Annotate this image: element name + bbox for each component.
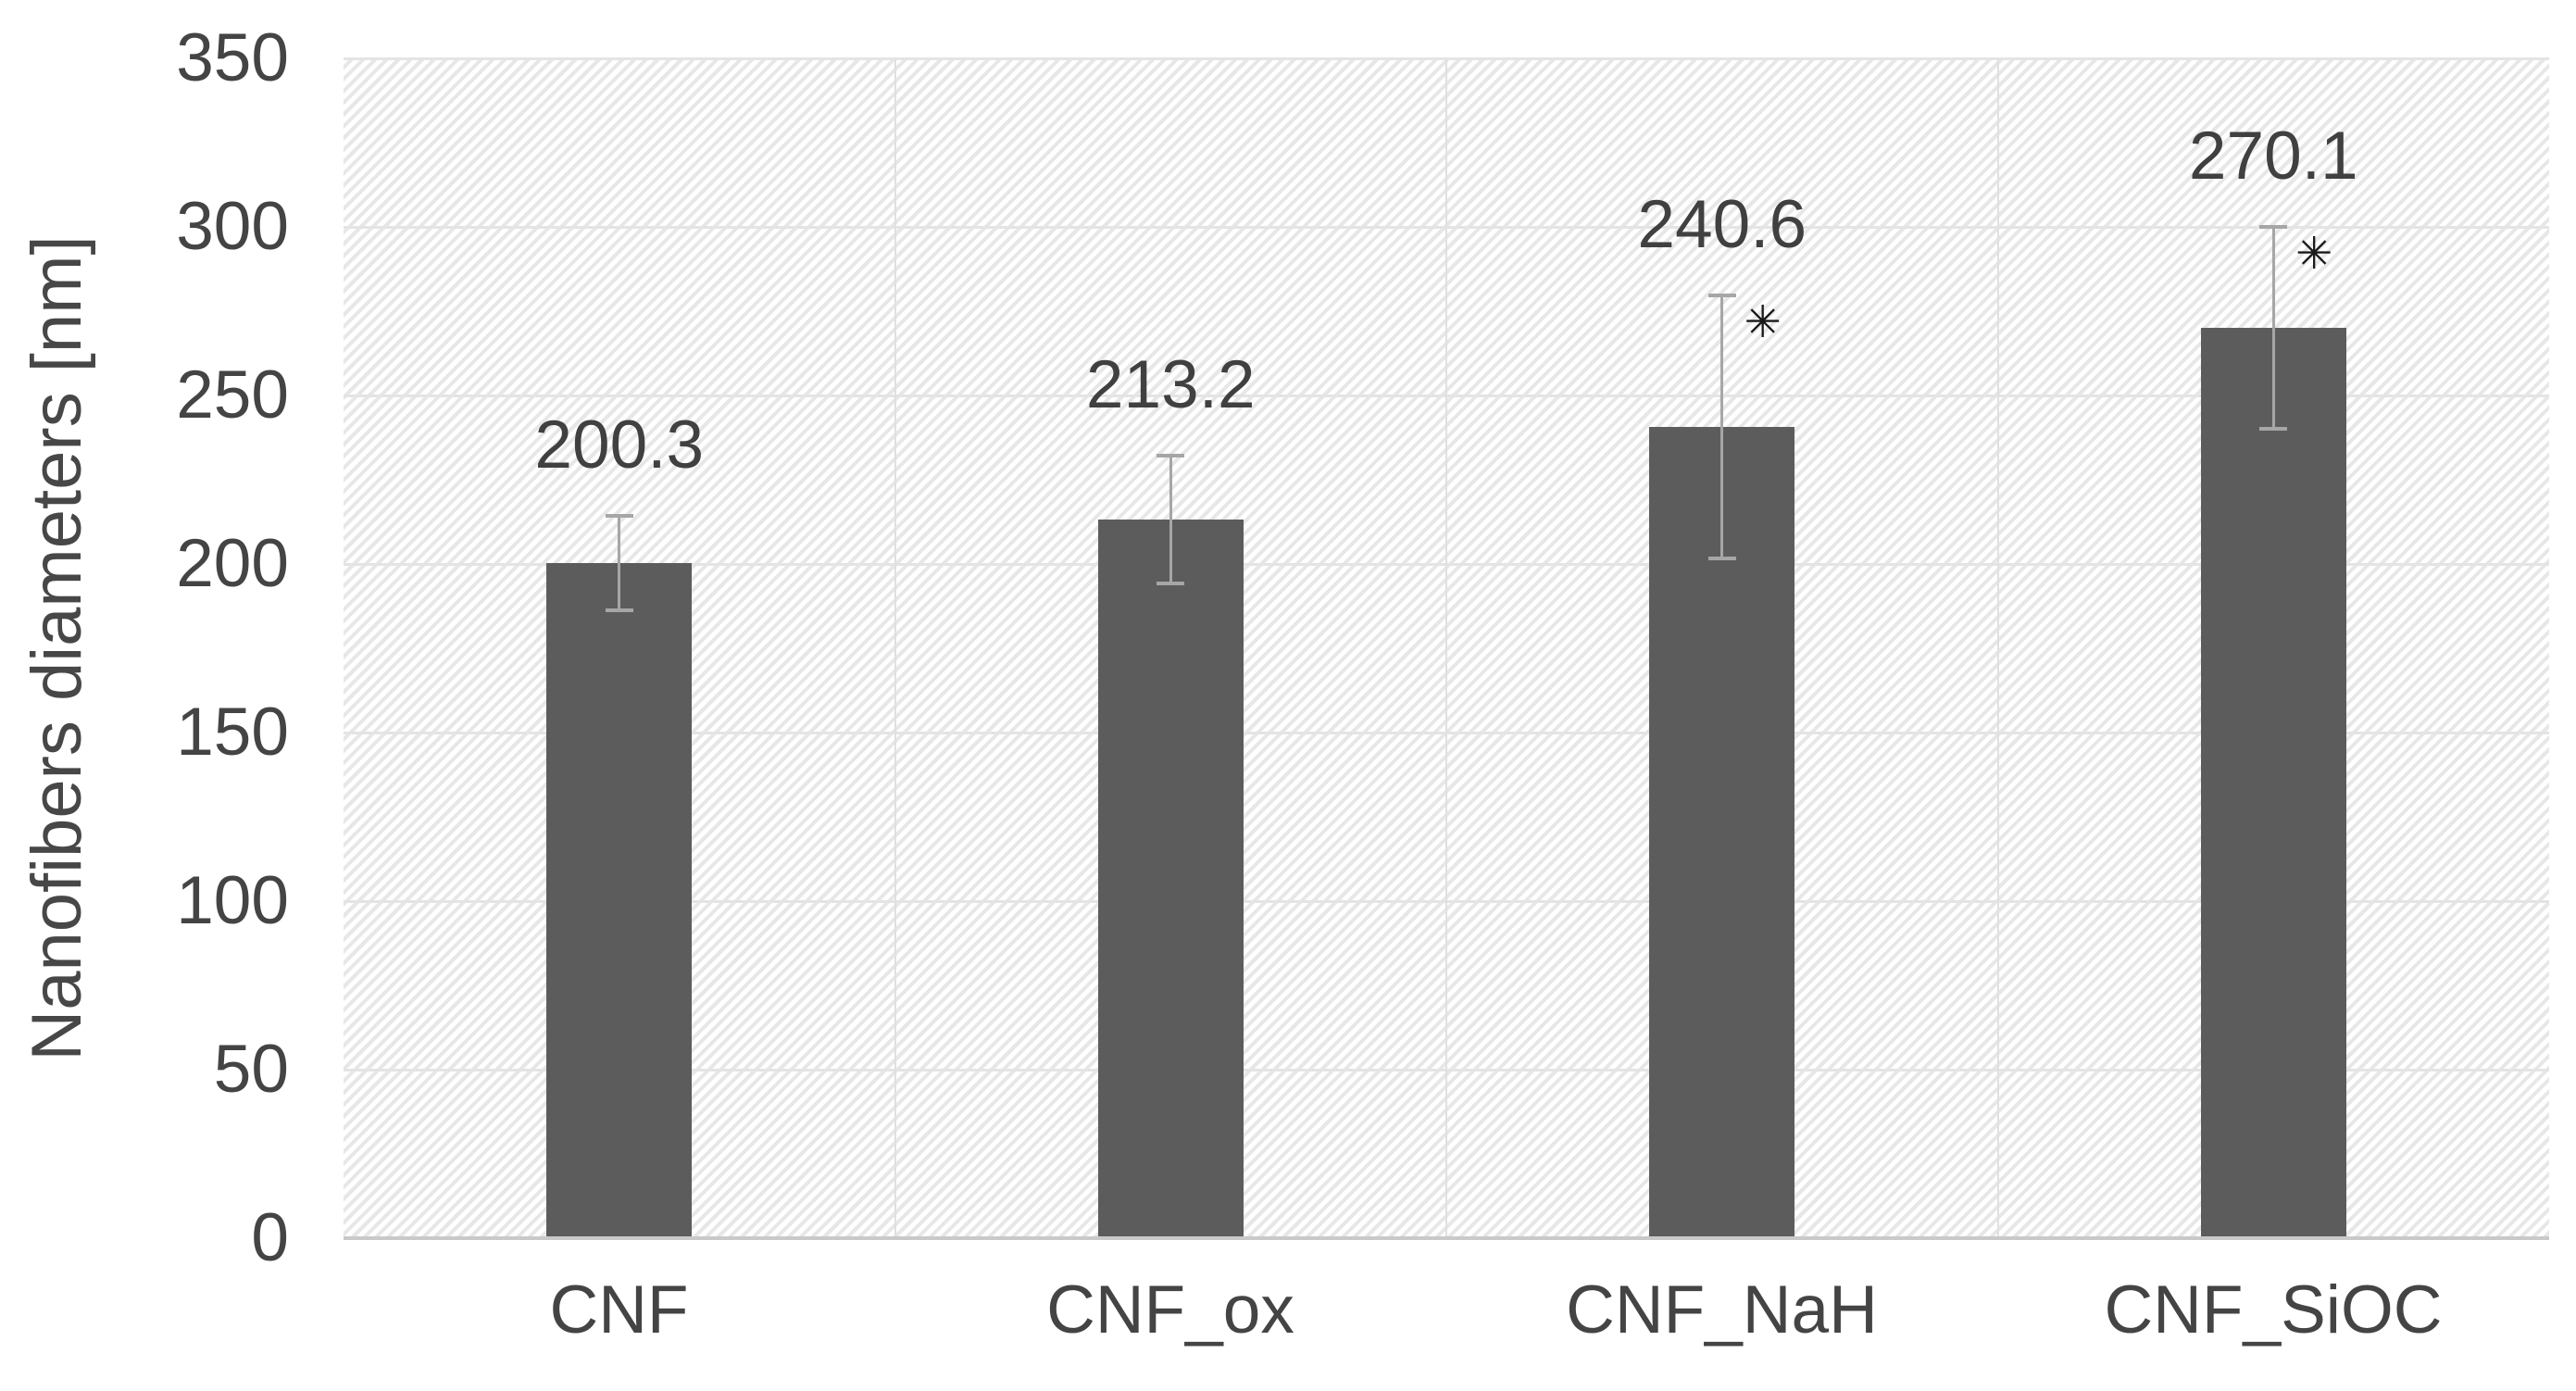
- error-bar-cap-bottom-cnf_nah: [1707, 557, 1736, 561]
- bar-cnf: [546, 562, 693, 1238]
- error-bar-cap-top-cnf_nah: [1707, 294, 1736, 298]
- y-tick-label-150: 150: [176, 695, 289, 770]
- y-tick-label-50: 50: [213, 1032, 289, 1107]
- y-tick-label-100: 100: [176, 863, 289, 938]
- x-tick-label-cnf_sioc: CNF_SiOC: [2104, 1272, 2443, 1347]
- y-tick-label-200: 200: [176, 526, 289, 601]
- v-gridline-3: [1996, 58, 1999, 1238]
- error-bar-line-cnf_ox: [1169, 455, 1172, 584]
- error-bar-cap-top-cnf_ox: [1157, 453, 1185, 457]
- bar-cnf_sioc: [2200, 327, 2346, 1238]
- significance-marker-cnf_sioc: ✳: [2295, 229, 2333, 279]
- v-gridline-1: [894, 58, 896, 1238]
- error-bar-cap-bottom-cnf_ox: [1157, 582, 1185, 586]
- y-tick-label-0: 0: [251, 1200, 289, 1275]
- significance-marker-cnf_nah: ✳: [1744, 298, 1782, 348]
- x-tick-label-cnf_nah: CNF_NaH: [1566, 1272, 1878, 1347]
- error-bar-cap-top-cnf_sioc: [2259, 224, 2288, 229]
- value-label-cnf: 200.3: [534, 407, 705, 482]
- x-axis-line: [344, 1236, 2549, 1240]
- y-tick-label-350: 350: [176, 20, 289, 95]
- x-tick-label-cnf_ox: CNF_ox: [1046, 1272, 1294, 1347]
- value-label-cnf_sioc: 270.1: [2188, 118, 2358, 194]
- error-bar-cap-bottom-cnf: [605, 608, 633, 612]
- y-tick-label-300: 300: [176, 189, 289, 264]
- error-bar-line-cnf_sioc: [2271, 226, 2275, 430]
- bar-cnf_nah: [1649, 427, 1795, 1238]
- x-tick-label-cnf: CNF: [549, 1272, 689, 1347]
- value-label-cnf_nah: 240.6: [1637, 187, 1807, 263]
- error-bar-cap-top-cnf: [605, 513, 633, 518]
- y-tick-label-250: 250: [176, 357, 289, 432]
- value-label-cnf_ox: 213.2: [1085, 346, 1256, 422]
- bar-cnf_ox: [1097, 519, 1244, 1238]
- error-bar-cap-bottom-cnf_sioc: [2259, 427, 2288, 432]
- error-bar-line-cnf: [618, 515, 621, 610]
- error-bar-line-cnf_nah: [1720, 295, 1724, 559]
- v-gridline-2: [1445, 58, 1447, 1238]
- plot-area: [344, 56, 2549, 1240]
